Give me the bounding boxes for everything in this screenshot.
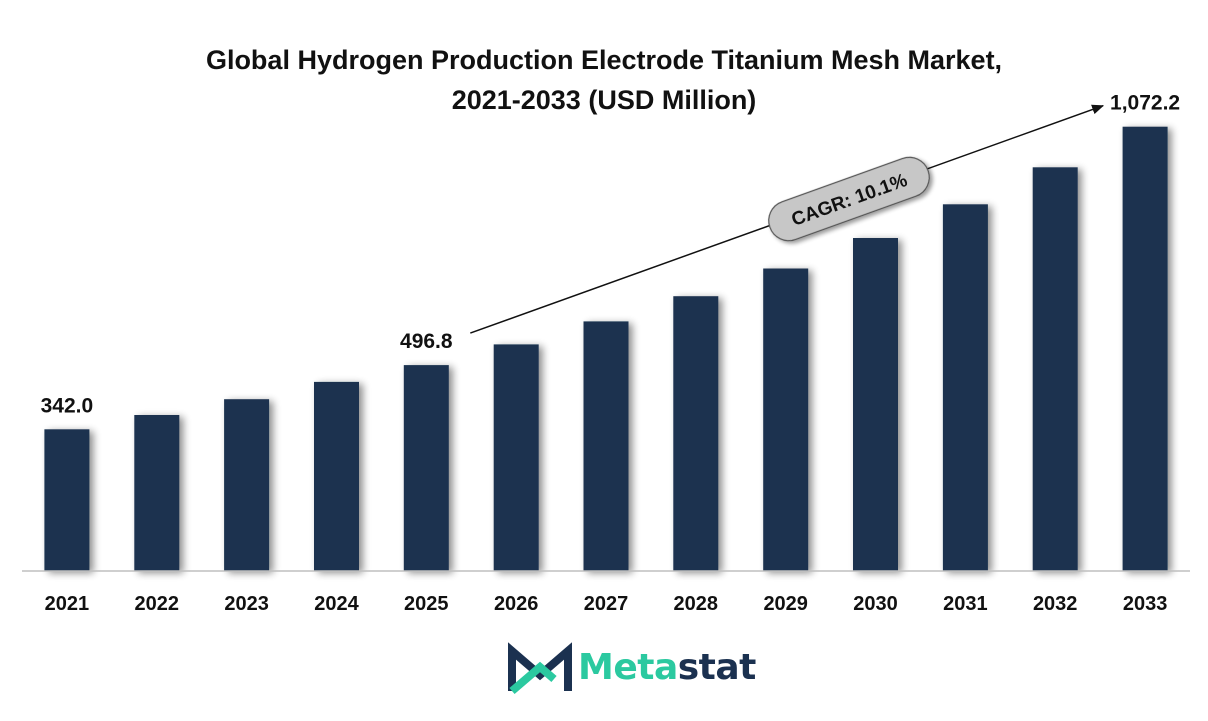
bar-2030 [853,238,898,571]
bar-2029 [763,268,809,571]
bar-2027 [583,321,629,571]
bar-2024 [314,381,359,571]
bar-2025 [403,365,449,571]
chart-title-line-1: Global Hydrogen Production Electrode Tit… [205,45,1003,75]
x-tick-label-2032: 2032 [1033,593,1078,615]
x-tick-label-2024: 2024 [314,593,359,615]
data-label-2025: 496.8 [400,330,453,353]
cagr-badge: CAGR: 10.1% [768,156,930,242]
chart-title: Global Hydrogen Production Electrode Tit… [0,40,1208,120]
bar-2032 [1032,167,1078,572]
data-label-2021: 342.0 [41,394,94,417]
bar-2031 [942,204,988,572]
x-tick-label-2033: 2033 [1123,593,1168,615]
data-label-2033: 1,072.2 [1110,92,1180,115]
bar-2028 [673,296,719,571]
cagr-badge-background [768,156,930,242]
x-tick-label-2030: 2030 [853,593,898,615]
x-tick-label-2031: 2031 [943,593,988,615]
x-tick-label-2022: 2022 [135,593,180,615]
x-tick-label-2028: 2028 [674,593,719,615]
x-tick-label-2029: 2029 [763,593,808,615]
logo-text-stat: stat [677,647,757,688]
bar-2026 [493,344,539,571]
x-tick-label-2023: 2023 [224,593,269,615]
bar-2023 [224,399,270,571]
metastat-wordmark: Metastat [578,640,756,696]
x-tick-label-2026: 2026 [494,593,539,615]
x-tick-label-2027: 2027 [584,593,629,615]
bar-2022 [134,415,180,571]
metastat-logo: Metastat [508,640,756,696]
bar-2021 [44,429,90,571]
logo-text-meta: Meta [578,647,678,688]
metastat-m-logo-icon [508,642,572,695]
x-tick-label-2021: 2021 [45,593,90,615]
x-tick-label-2025: 2025 [404,593,449,615]
bar-2033 [1122,126,1168,571]
chart-title-line-2: 2021-2033 (USD Million) [451,85,757,115]
